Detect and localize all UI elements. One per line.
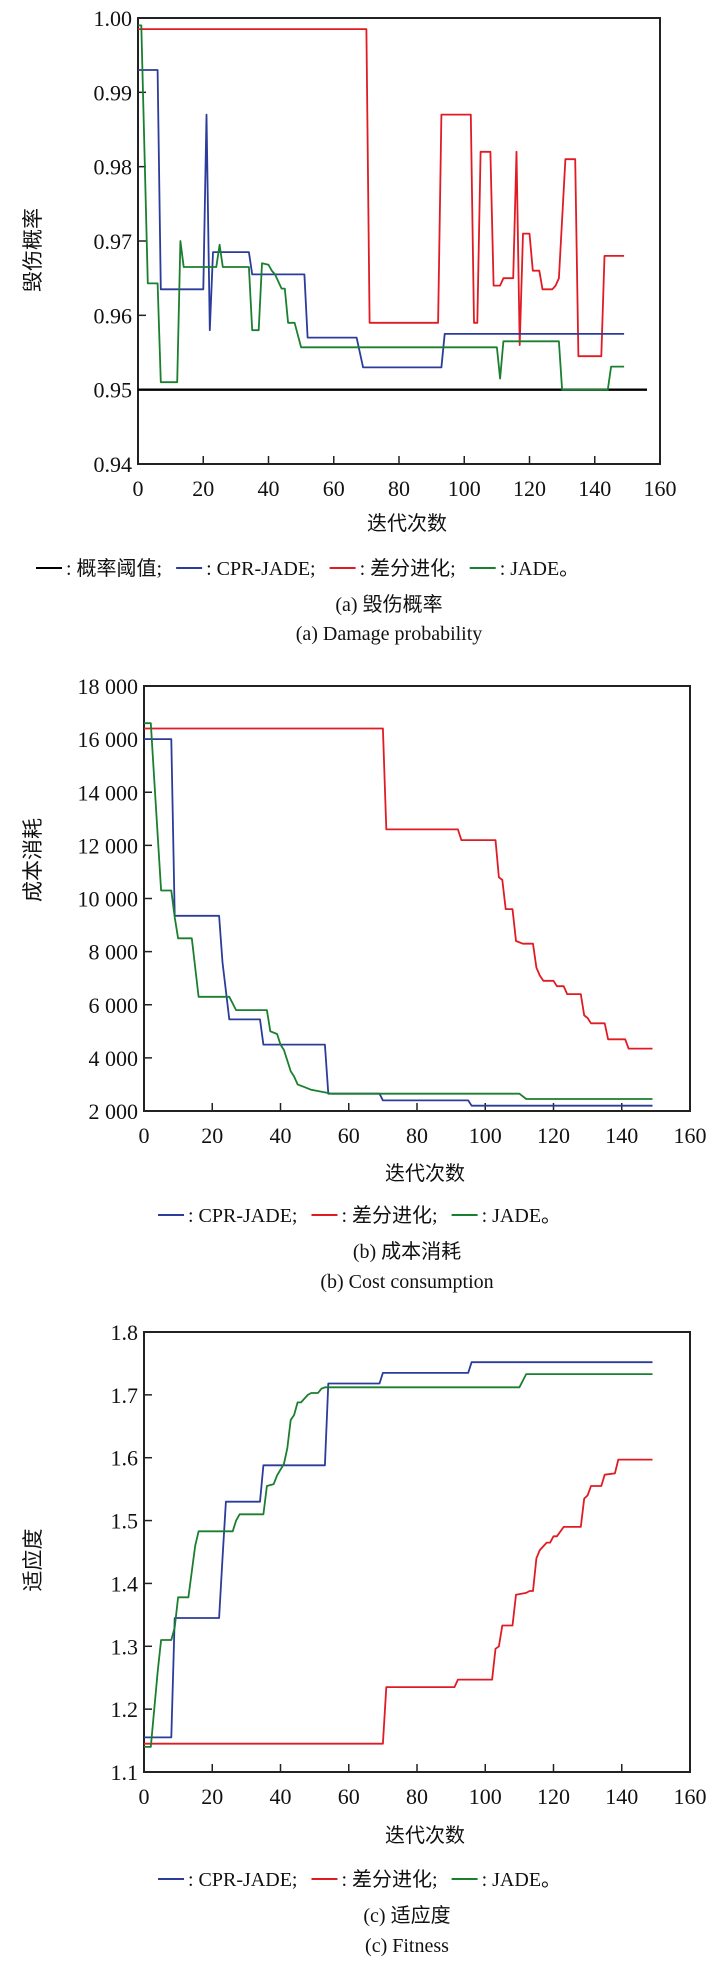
y-tick-label: 0.96 xyxy=(94,303,133,328)
y-axis-label: 毁伤概率 xyxy=(21,208,45,292)
legend: : CPR-JADE; : 差分进化; : JADE。 xyxy=(158,1868,561,1891)
y-tick-label: 16 000 xyxy=(78,727,139,752)
x-tick-label: 160 xyxy=(674,1123,707,1148)
x-tick-label: 20 xyxy=(201,1123,223,1148)
y-tick-label: 1.2 xyxy=(111,1697,139,1722)
y-tick-label: 8 000 xyxy=(89,940,139,965)
y-tick-label: 1.8 xyxy=(111,1320,139,1345)
series-line-jade xyxy=(144,722,653,1100)
y-tick-label: 1.4 xyxy=(111,1571,139,1596)
x-tick-label: 140 xyxy=(605,1784,638,1809)
series-line-cpr_jade xyxy=(138,69,625,369)
x-tick-label: 160 xyxy=(644,476,677,501)
y-tick-label: 0.97 xyxy=(94,229,133,254)
y-tick-label: 2 000 xyxy=(89,1099,139,1124)
plot-frame xyxy=(143,685,691,1112)
series-group xyxy=(144,1361,653,1748)
series-line-de xyxy=(144,727,653,1050)
y-axis-label: 成本消耗 xyxy=(21,818,45,902)
plot-frame xyxy=(143,1331,691,1773)
legend-label-threshold: : 概率阈值; xyxy=(66,557,162,580)
y-tick-label: 1.3 xyxy=(111,1634,139,1659)
x-axis-label: 迭代次数 xyxy=(385,1161,465,1185)
x-tick-label: 80 xyxy=(406,1784,428,1809)
y-tick-label: 1.7 xyxy=(111,1383,139,1408)
x-tick-label: 20 xyxy=(201,1784,223,1809)
x-tick-label: 100 xyxy=(448,476,481,501)
chart-title: (a) 毁伤概率 xyxy=(335,593,442,616)
y-tick-label: 0.98 xyxy=(94,155,133,180)
series-line-cpr_jade xyxy=(144,738,653,1107)
x-tick-label: 140 xyxy=(605,1123,638,1148)
legend-label-jade: : JADE。 xyxy=(482,1205,561,1227)
series-line-jade xyxy=(138,24,625,391)
chart-title: (b) 成本消耗 xyxy=(353,1240,461,1263)
legend: : 概率阈值; : CPR-JADE; : 差分进化; : JADE。 xyxy=(36,557,579,580)
x-tick-label: 60 xyxy=(338,1123,360,1148)
x-tick-label: 0 xyxy=(139,1123,150,1148)
y-tick-label: 0.99 xyxy=(94,80,133,105)
y-tick-label: 4 000 xyxy=(89,1046,139,1071)
x-tick-label: 120 xyxy=(537,1123,570,1148)
y-tick-label: 10 000 xyxy=(78,887,139,912)
x-tick-label: 40 xyxy=(258,476,280,501)
legend-label-de: : 差分进化; xyxy=(341,1204,437,1227)
y-tick-label: 0.94 xyxy=(94,452,133,477)
series-line-de xyxy=(138,28,625,358)
legend-label-jade: : JADE。 xyxy=(482,1869,561,1891)
series-group xyxy=(138,24,647,391)
x-tick-label: 120 xyxy=(513,476,546,501)
legend-label-jade: : JADE。 xyxy=(500,558,579,580)
y-tick-label: 0.95 xyxy=(94,378,133,403)
legend-label-de: : 差分进化; xyxy=(341,1868,437,1891)
chart-title: (c) 适应度 xyxy=(363,1904,450,1927)
legend-label-de: : 差分进化; xyxy=(360,557,456,580)
series-line-cpr_jade xyxy=(144,1361,653,1739)
x-tick-label: 20 xyxy=(192,476,214,501)
chart-subtitle: (b) Cost consumption xyxy=(320,1271,493,1293)
chart-c: 0 20 40 60 80 100 120 140 160 1.1 1.2 1.3 1.4 1.5 1.6 1… xyxy=(21,1320,707,1957)
y-tick-label: 14 000 xyxy=(78,780,139,805)
y-tick-label: 6 000 xyxy=(89,993,139,1018)
legend-label-cpr_jade: : CPR-JADE; xyxy=(188,1869,297,1891)
series-line-jade xyxy=(144,1373,653,1748)
x-tick-label: 80 xyxy=(406,1123,428,1148)
x-tick-label: 140 xyxy=(578,476,611,501)
y-tick-label: 1.00 xyxy=(94,6,133,31)
x-axis-label: 迭代次数 xyxy=(385,1823,465,1847)
legend-label-cpr_jade: : CPR-JADE; xyxy=(206,558,315,580)
x-tick-label: 60 xyxy=(323,476,345,501)
y-tick-label: 12 000 xyxy=(78,833,139,858)
x-tick-label: 100 xyxy=(469,1784,502,1809)
chart-b: 0 20 40 60 80 100 120 140 160 2 000 4 000 6 000 8 00… xyxy=(21,674,707,1293)
x-tick-label: 40 xyxy=(270,1123,292,1148)
chart-subtitle: (c) Fitness xyxy=(365,1935,449,1957)
chart-a: 0 20 40 60 80 100 120 140 160 0.94 0.95 0.96 0.97 0.9… xyxy=(21,6,677,645)
x-tick-label: 60 xyxy=(338,1784,360,1809)
series-group xyxy=(144,722,653,1107)
x-tick-label: 120 xyxy=(537,1784,570,1809)
y-tick-label: 1.6 xyxy=(111,1446,139,1471)
x-tick-label: 160 xyxy=(674,1784,707,1809)
x-tick-label: 40 xyxy=(270,1784,292,1809)
x-tick-label: 100 xyxy=(469,1123,502,1148)
series-line-de xyxy=(144,1458,653,1745)
legend-label-cpr_jade: : CPR-JADE; xyxy=(188,1205,297,1227)
y-axis-label: 适应度 xyxy=(21,1529,45,1592)
chart-subtitle: (a) Damage probability xyxy=(296,623,483,645)
y-tick-label: 1.1 xyxy=(111,1760,139,1785)
y-tick-label: 18 000 xyxy=(78,674,139,699)
y-tick-label: 1.5 xyxy=(111,1509,139,1534)
x-axis-label: 迭代次数 xyxy=(367,511,447,535)
x-tick-label: 0 xyxy=(133,476,144,501)
legend: : CPR-JADE; : 差分进化; : JADE。 xyxy=(158,1204,561,1227)
plot-frame xyxy=(137,17,661,465)
x-tick-label: 0 xyxy=(139,1784,150,1809)
x-tick-label: 80 xyxy=(388,476,410,501)
